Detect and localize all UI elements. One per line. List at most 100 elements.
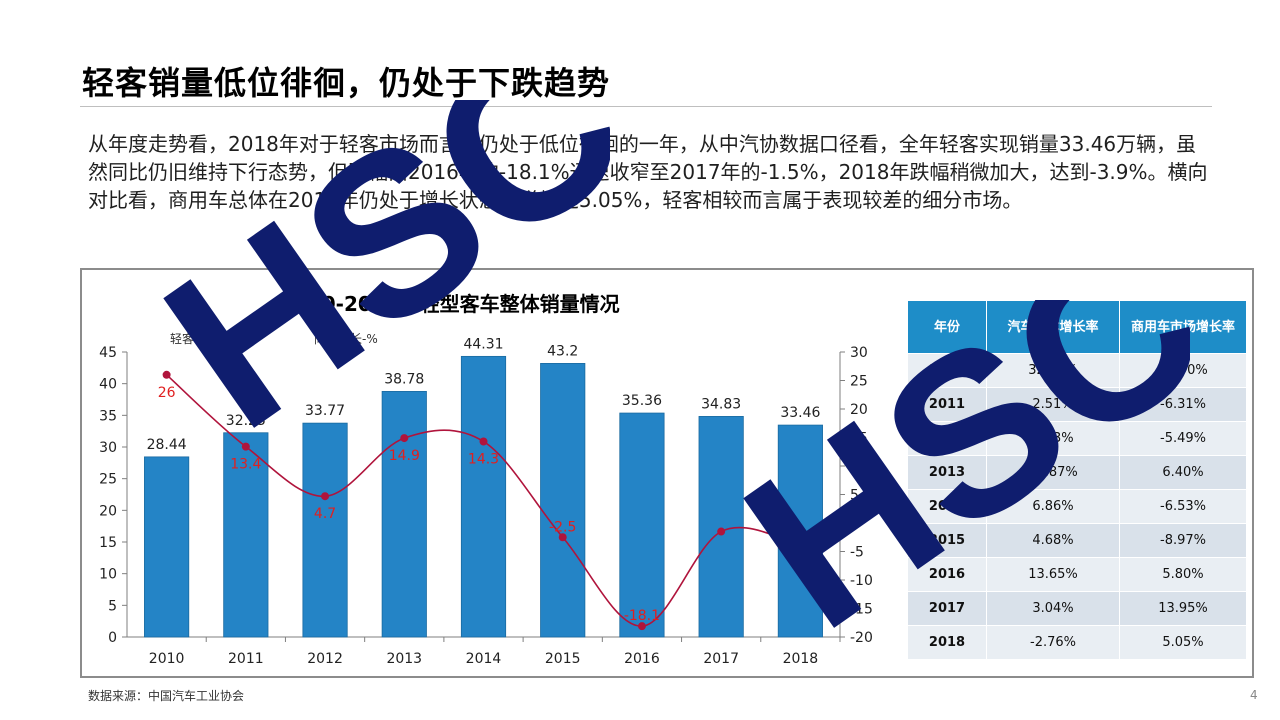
sales-bar: [223, 432, 269, 638]
y-left-tick-label: 20: [99, 503, 117, 519]
chart-legend: 轻客销量-万辆 同比增长-%: [170, 330, 378, 347]
growth-point-label: -18.1: [624, 608, 660, 624]
table-cell-year: 2013: [907, 455, 987, 490]
header-overall-growth: 汽车总体增长率: [986, 300, 1120, 354]
chart-title: 2010-2018年轻型客车整体销量情况: [280, 292, 620, 316]
sales-bar-label: 35.36: [622, 393, 662, 409]
table-cell-value: 5.80%: [1119, 557, 1247, 592]
y-left-tick-label: 45: [99, 345, 117, 361]
table-row: 2016 13.65% 5.80%: [907, 557, 1247, 592]
summary-paragraph: 从年度走势看，2018年对于轻客市场而言是仍处于低位徘徊的一年，从中汽协数据口径…: [88, 132, 1208, 212]
table-cell-year: 2016: [907, 557, 987, 592]
table-cell-year: 2014: [907, 489, 987, 524]
x-tick-label: 2016: [624, 651, 660, 667]
y-left-tick-label: 30: [99, 440, 117, 456]
legend-item-growth: 同比增长-%: [314, 332, 378, 346]
title-divider: [80, 106, 1212, 107]
table-cell-year: 2018: [907, 625, 987, 660]
table-cell-value: 32.37%: [986, 353, 1120, 388]
x-tick-label: 2017: [703, 651, 739, 667]
table-cell-value: -8.97%: [1119, 523, 1247, 558]
growth-point: [637, 622, 646, 631]
table-cell-year: 2017: [907, 591, 987, 626]
table-cell-value: 13.95%: [1119, 591, 1247, 626]
table-row: 2017 3.04% 13.95%: [907, 591, 1247, 626]
sales-combo-chart: 0 5 10 15 20 25 30 35 40 45 -20 -15 -10 -5 0 5 10 15 20 25 3…: [99, 336, 873, 667]
x-tick-label: 2011: [228, 651, 264, 667]
growth-point-label: 14.3: [468, 451, 499, 467]
sales-bar: [460, 355, 507, 638]
slide-title: 轻客销量低位徘徊，仍处于下跌趋势: [82, 64, 611, 102]
y-right-tick-label: -5: [850, 545, 864, 561]
y-right-tick-label: 10: [850, 459, 868, 475]
growth-point-label: 4.7: [314, 506, 336, 522]
y-right-tick-label: 25: [850, 374, 868, 390]
table-cell-value: -6.53%: [1119, 489, 1247, 524]
table-cell-value: 6.86%: [986, 489, 1120, 524]
y-left-tick-label: 10: [99, 567, 117, 583]
growth-point: [400, 434, 409, 443]
legend-item-sales: 轻客销量-万辆: [170, 332, 247, 346]
sales-bar: [302, 422, 348, 638]
growth-point: [717, 527, 726, 536]
growth-point: [162, 370, 171, 379]
y-right-tick-label: -10: [850, 573, 873, 589]
table-cell-value: 5.05%: [1119, 625, 1247, 660]
growth-point-label: 26: [158, 385, 176, 401]
x-tick-label: 2013: [386, 651, 422, 667]
table-row: 2014 6.86% -6.53%: [907, 489, 1247, 524]
sales-bar: [698, 416, 744, 638]
x-tick-label: 2018: [783, 651, 819, 667]
y-right-tick-label: 0: [850, 516, 859, 532]
table-row: 2010 32.37% 29.90%: [907, 353, 1247, 388]
y-right-tick-label: 15: [850, 431, 868, 447]
growth-point-label: -2.5: [549, 519, 576, 535]
x-tick-label: 2015: [545, 651, 581, 667]
sales-bar-label: 33.77: [305, 403, 345, 419]
table-row: 2015 4.68% -8.97%: [907, 523, 1247, 558]
sales-bar-label: 28.44: [147, 437, 187, 453]
table-row: 2018 -2.76% 5.05%: [907, 625, 1247, 660]
table-row: 2011 2.51% -6.31%: [907, 387, 1247, 422]
header-commercial-growth: 商用车市场增长率: [1119, 300, 1247, 354]
sales-bar: [144, 456, 190, 638]
x-tick-label: 2014: [466, 651, 502, 667]
sales-bar: [540, 363, 586, 638]
growth-point-label: 13.4: [230, 457, 261, 473]
table-cell-year: 2015: [907, 523, 987, 558]
header-year: 年份: [907, 300, 987, 354]
growth-point: [321, 492, 330, 501]
table-cell-value: 4.68%: [986, 523, 1120, 558]
table-cell-value: 4.33%: [986, 421, 1120, 456]
growth-point-label: 14.9: [389, 448, 420, 464]
growth-point: [241, 442, 250, 451]
sales-bar-label: 32.25: [226, 413, 266, 429]
table-header-row: 年份 汽车总体增长率 商用车市场增长率: [907, 300, 1247, 354]
y-right-tick-label: -20: [850, 630, 873, 646]
growth-rate-table: 年份 汽车总体增长率 商用车市场增长率 2010 32.37% 29.90% 2011…: [907, 300, 1247, 660]
page-number: 4: [1250, 688, 1258, 702]
sales-bar: [777, 424, 823, 638]
y-left-tick-label: 35: [99, 408, 117, 424]
sales-bar-label: 44.31: [463, 336, 503, 352]
table-body: 2010 32.37% 29.90% 2011 2.51% -6.31% 2012 4.33%…: [907, 353, 1247, 660]
y-right-tick-label: 20: [850, 402, 868, 418]
sales-bar: [381, 390, 427, 638]
table-row: 2012 4.33% -5.49%: [907, 421, 1247, 456]
y-left-tick-label: 15: [99, 535, 117, 551]
growth-line: [166, 374, 801, 627]
table-row: 2013 13.87% 6.40%: [907, 455, 1247, 490]
table-cell-value: -2.76%: [986, 625, 1120, 660]
y-left-tick-label: 5: [108, 598, 117, 614]
sales-bar-label: 43.2: [547, 343, 578, 359]
table-cell-value: -6.31%: [1119, 387, 1247, 422]
table-cell-value: 29.90%: [1119, 353, 1247, 388]
table-cell-value: -5.49%: [1119, 421, 1247, 456]
sales-bar-label: 33.46: [780, 405, 820, 421]
growth-point: [479, 437, 488, 446]
y-right-tick-label: 30: [850, 345, 868, 361]
sales-bar: [619, 412, 665, 638]
table-cell-year: 2012: [907, 421, 987, 456]
table-cell-year: 2011: [907, 387, 987, 422]
y-left-tick-label: 25: [99, 472, 117, 488]
